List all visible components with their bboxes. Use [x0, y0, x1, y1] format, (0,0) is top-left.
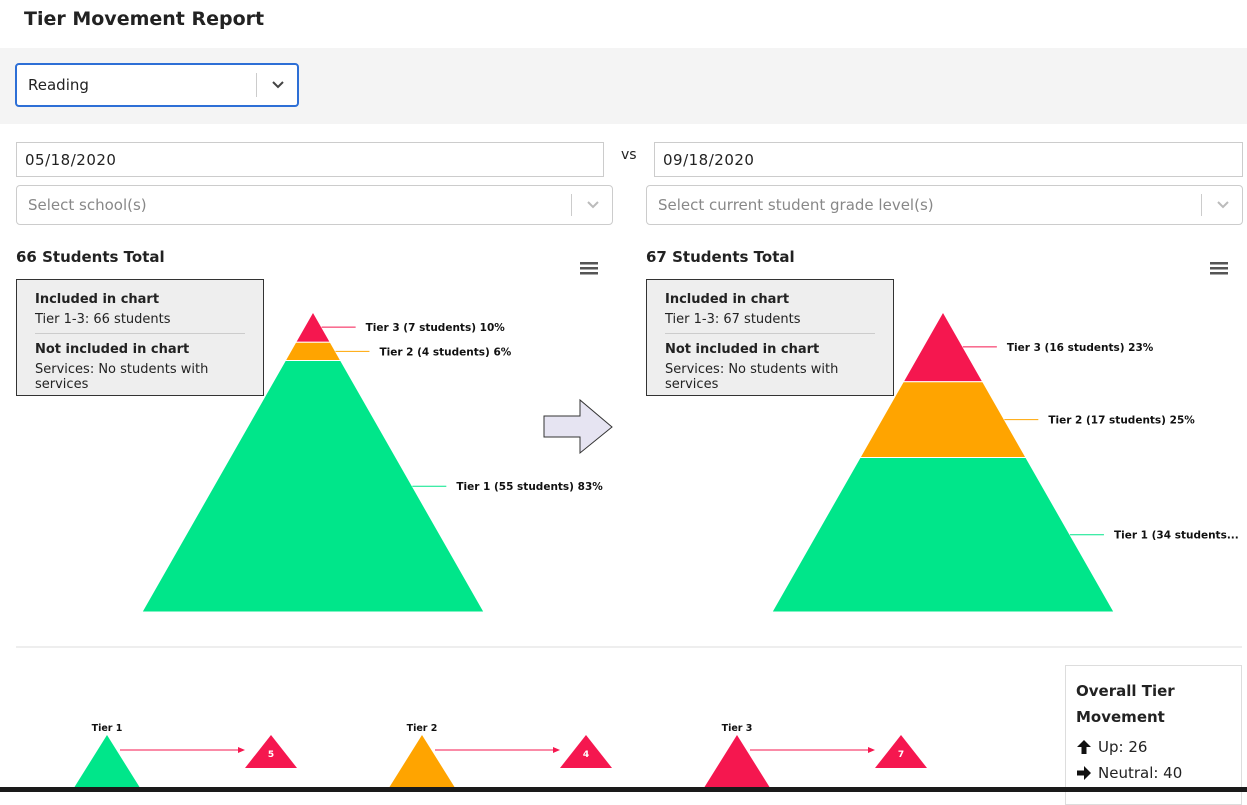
total-heading: 67 Students Total [646, 248, 795, 266]
chevron [272, 81, 284, 89]
end-date: 09/18/2020 [663, 150, 755, 169]
grade-select[interactable]: Select current student grade level(s) [646, 185, 1243, 225]
arrow-head [553, 747, 560, 753]
overall-panel: Overall Tier Movement Up: 26 Neutral: 40 [1065, 665, 1242, 805]
info-heading: Included in chart [665, 292, 790, 307]
right-icon [1077, 766, 1091, 780]
separator [35, 333, 245, 334]
info-text: Tier 1-3: 66 students [35, 312, 171, 327]
school-placeholder: Select school(s) [28, 196, 147, 214]
pyramid-layer [141, 359, 485, 613]
info-heading: Not included in chart [35, 342, 190, 357]
info-box: Included in chart Tier 1-3: 66 students … [16, 279, 264, 396]
pyramid-layer [902, 310, 984, 383]
movement-count: 5 [268, 750, 274, 760]
start-date-input[interactable]: 05/18/2020 [16, 142, 604, 177]
source-triangle [701, 735, 773, 792]
pyramid-layer [771, 456, 1115, 613]
pyramid-layer [294, 310, 332, 343]
info-heading: Included in chart [35, 292, 160, 307]
overall-up: Up: 26 [1098, 738, 1148, 756]
end-date-input[interactable]: 09/18/2020 [654, 142, 1243, 177]
tier-label: Tier 3 (16 students) 23% [1007, 342, 1154, 354]
tier-name: Tier 2 [407, 723, 438, 734]
separator [665, 333, 875, 334]
tier-label: Tier 2 (4 students) 6% [379, 346, 511, 358]
tier-label: Tier 1 (34 students... [1114, 530, 1239, 542]
target-triangle [560, 735, 612, 768]
overall-title: Overall Tier Movement [1076, 682, 1175, 726]
menu-icon[interactable] [1210, 262, 1228, 275]
movement-count: 7 [898, 750, 904, 760]
bottom-bar [0, 787, 1247, 792]
overall-row: Up: 26 [1076, 738, 1231, 756]
tier-name: Tier 3 [722, 723, 753, 734]
info-text: Tier 1-3: 67 students [665, 312, 801, 327]
grade-placeholder: Select current student grade level(s) [658, 196, 934, 214]
info-heading: Not included in chart [665, 342, 820, 357]
separator [256, 73, 257, 97]
start-date: 05/18/2020 [25, 150, 117, 169]
info-box: Included in chart Tier 1-3: 67 students … [646, 279, 894, 396]
separator [571, 194, 572, 216]
up-icon [1077, 740, 1091, 754]
overall-neutral: Neutral: 40 [1098, 764, 1183, 782]
info-text: Services: No students with services [35, 362, 209, 392]
tier-label: Tier 2 (17 students) 25% [1048, 415, 1195, 427]
tier-name: Tier 1 [92, 723, 123, 734]
arrow-head [868, 747, 875, 753]
total-heading: 66 Students Total [16, 248, 165, 266]
chevron [1217, 201, 1229, 209]
vs-label: vs [621, 147, 637, 163]
pyramid-layer [284, 341, 342, 361]
subject-select[interactable]: Reading [15, 63, 299, 107]
tier-label: Tier 1 (55 students) 83% [456, 481, 603, 493]
school-select[interactable]: Select school(s) [16, 185, 613, 225]
page-title: Tier Movement Report [24, 8, 265, 30]
tier-label: Tier 3 (7 students) 10% [366, 322, 506, 334]
compare-arrow [543, 398, 613, 455]
chevron [587, 201, 599, 209]
source-triangle [71, 735, 143, 792]
movement-count: 4 [583, 750, 589, 760]
info-text: Services: No students with services [665, 362, 839, 392]
target-triangle [875, 735, 927, 768]
subject-value: Reading [28, 76, 89, 94]
arrow-head [238, 747, 245, 753]
target-triangle [245, 735, 297, 768]
menu-icon[interactable] [580, 262, 598, 275]
source-triangle [386, 735, 458, 792]
overall-row: Neutral: 40 [1076, 764, 1231, 782]
separator [1201, 194, 1202, 216]
